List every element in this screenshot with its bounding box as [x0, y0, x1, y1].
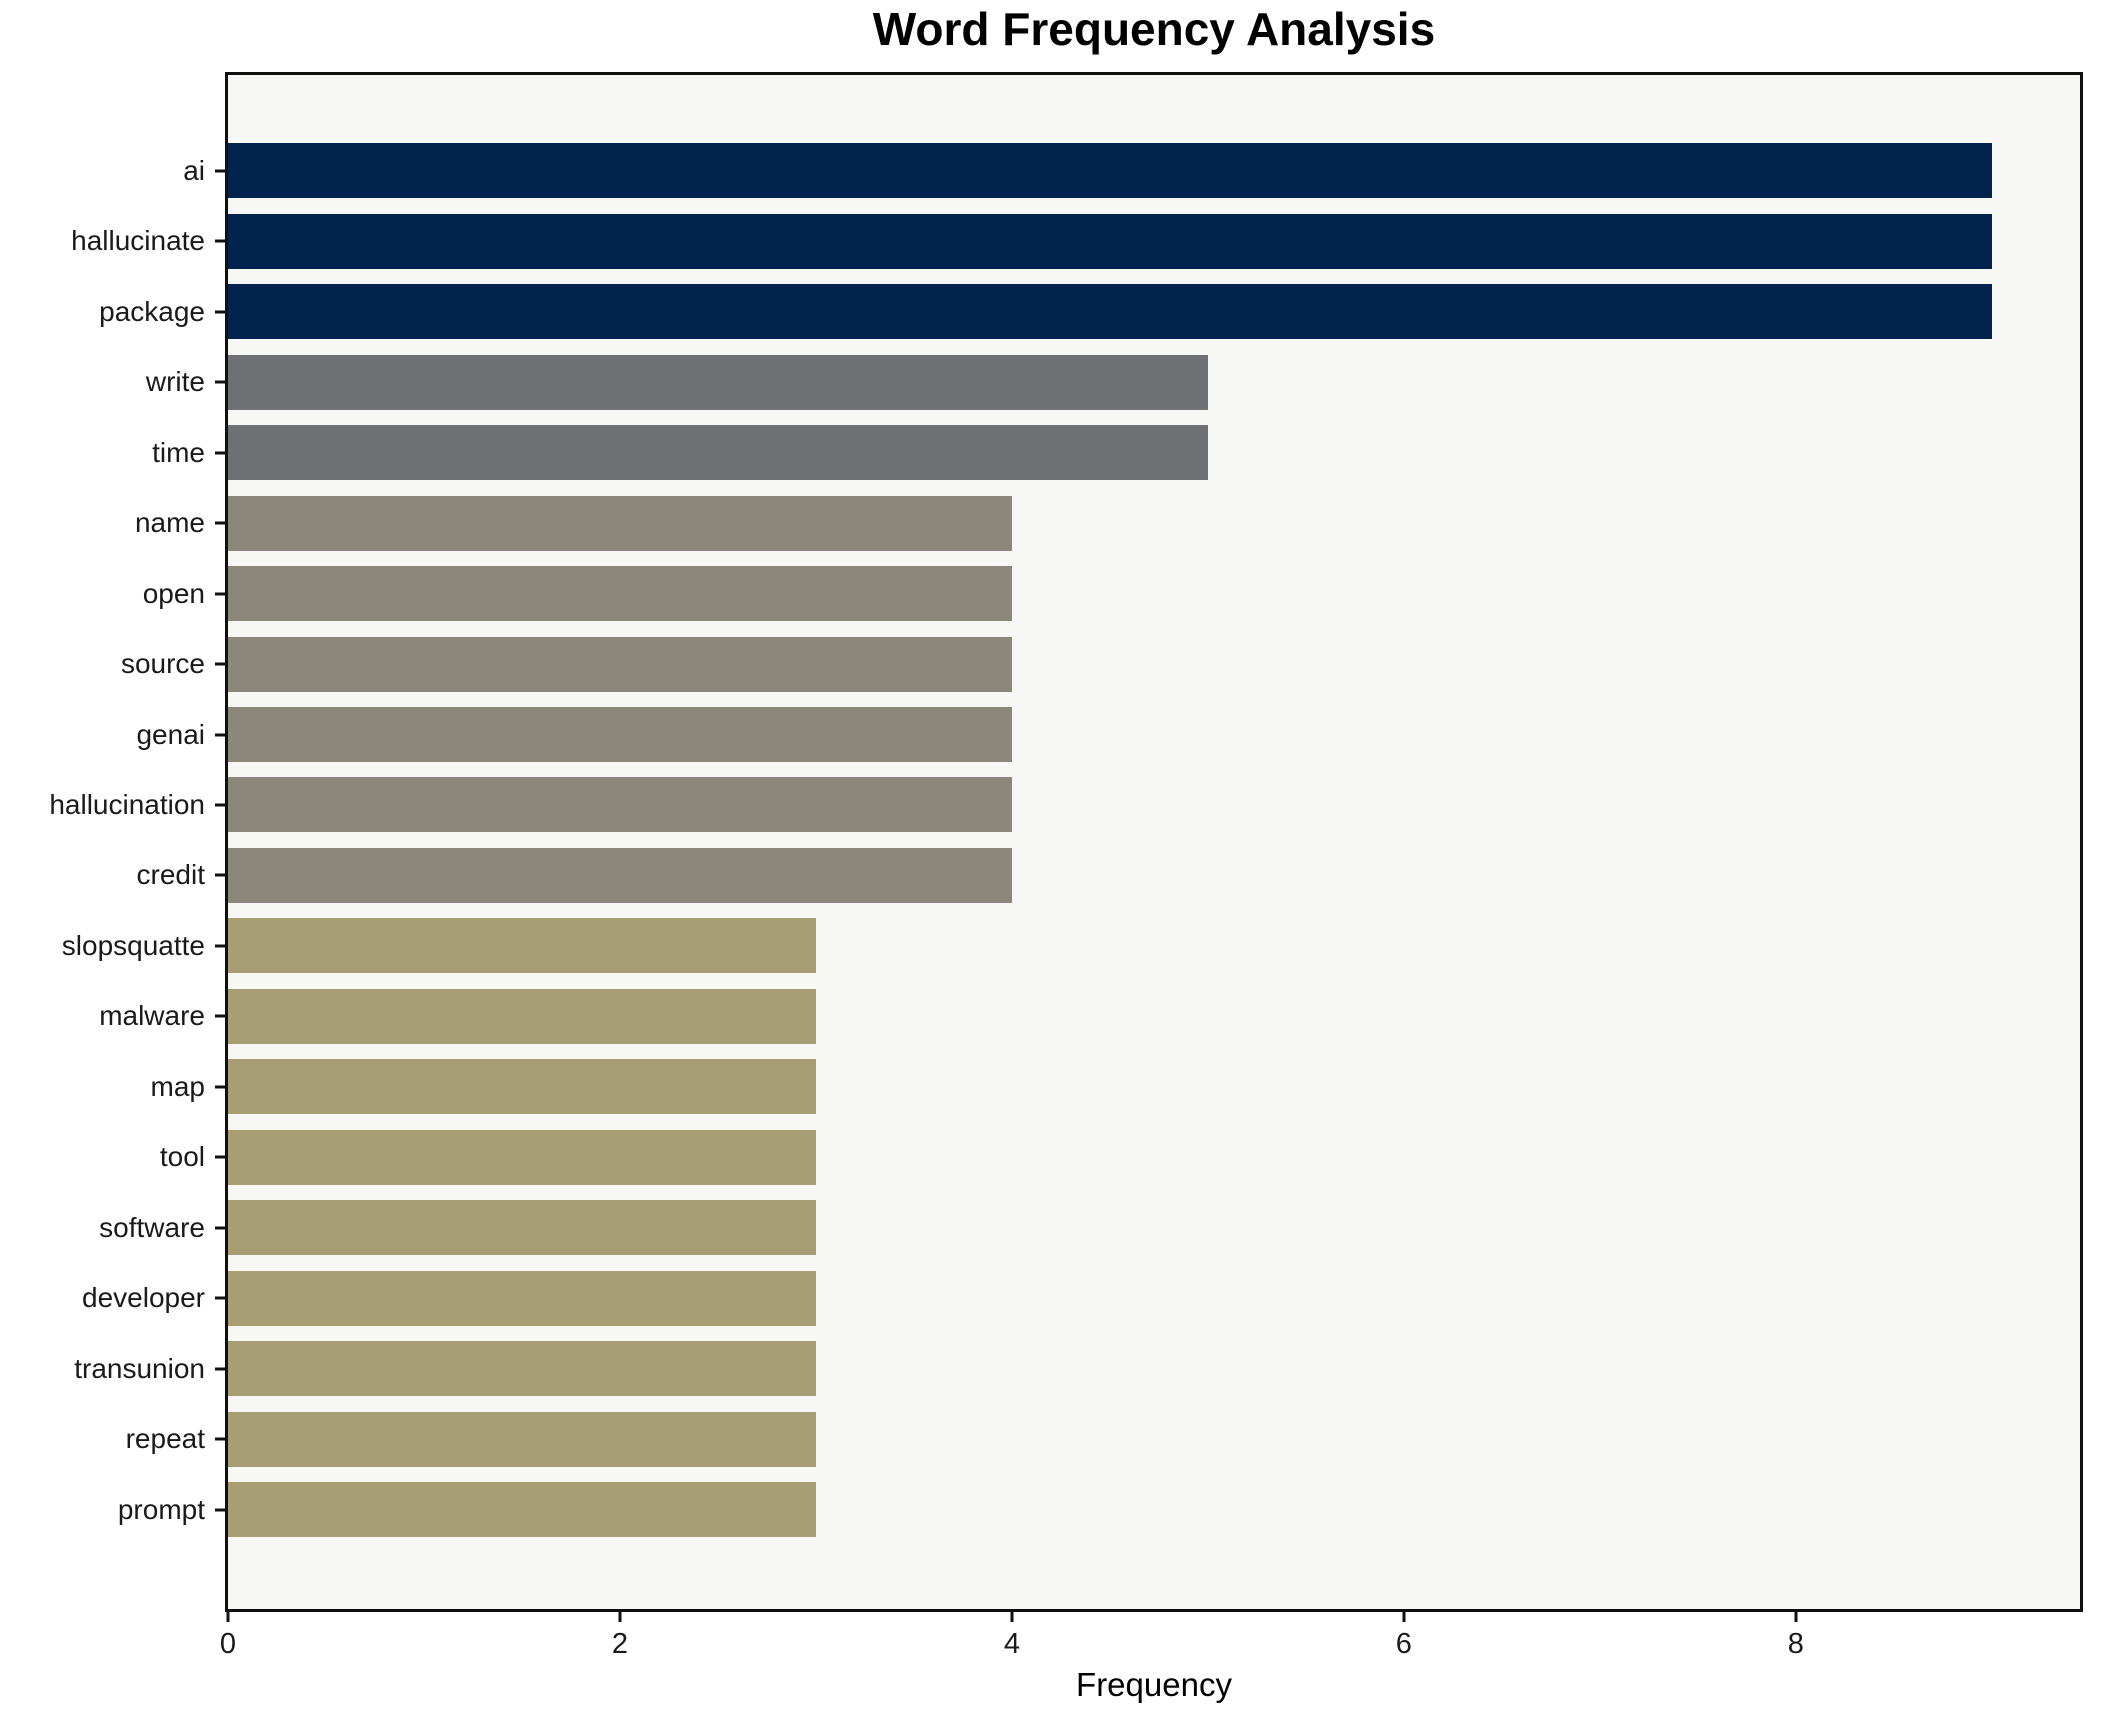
x-tick-mark	[226, 1612, 230, 1622]
y-tick-label-name: name	[134, 507, 205, 539]
bar-developer	[228, 1270, 816, 1326]
bar-time	[228, 425, 1208, 481]
y-tick-mark	[215, 1014, 225, 1018]
x-tick-mark	[1402, 1612, 1406, 1622]
y-tick-label-ai: ai	[183, 154, 205, 186]
x-tick-mark	[618, 1612, 622, 1622]
bar-repeat	[228, 1411, 816, 1467]
x-tick-mark	[1010, 1612, 1014, 1622]
bar-transunion	[228, 1341, 816, 1397]
y-tick-mark	[215, 169, 225, 173]
y-tick-label-prompt: prompt	[117, 1493, 205, 1525]
y-tick-label-software: software	[99, 1211, 205, 1243]
bar-source	[228, 636, 1012, 692]
y-tick-label-hallucinate: hallucinate	[71, 225, 205, 257]
y-tick-label-repeat: repeat	[125, 1423, 205, 1455]
y-tick-label-hallucination: hallucination	[49, 788, 205, 820]
y-tick-mark	[215, 1367, 225, 1371]
bar-open	[228, 566, 1012, 622]
y-tick-mark	[215, 451, 225, 455]
bar-tool	[228, 1129, 816, 1185]
y-tick-label-genai: genai	[136, 718, 205, 750]
bar-ai	[228, 143, 1992, 199]
y-tick-mark	[215, 733, 225, 737]
x-tick-label-4: 4	[1003, 1628, 1020, 1660]
y-tick-mark	[215, 239, 225, 243]
x-tick-label-8: 8	[1787, 1628, 1804, 1660]
y-tick-mark	[215, 1155, 225, 1159]
y-tick-label-slopsquatte: slopsquatte	[61, 929, 205, 961]
bar-name	[228, 495, 1012, 551]
y-tick-label-malware: malware	[99, 1000, 205, 1032]
bar-credit	[228, 847, 1012, 903]
bar-software	[228, 1200, 816, 1256]
bar-genai	[228, 707, 1012, 763]
y-tick-label-source: source	[120, 648, 205, 680]
y-tick-mark	[215, 1296, 225, 1300]
x-tick-label-2: 2	[611, 1628, 629, 1660]
y-tick-mark	[215, 803, 225, 807]
bar-malware	[228, 988, 816, 1044]
y-tick-mark	[215, 1437, 225, 1441]
bar-slopsquatte	[228, 918, 816, 974]
y-tick-label-developer: developer	[82, 1282, 205, 1314]
y-tick-label-package: package	[99, 295, 205, 327]
y-tick-label-credit: credit	[136, 859, 205, 891]
x-tick-mark	[1794, 1612, 1798, 1622]
y-tick-label-open: open	[142, 577, 205, 609]
y-tick-mark	[215, 1508, 225, 1512]
bar-map	[228, 1059, 816, 1115]
y-tick-label-tool: tool	[159, 1141, 205, 1173]
y-tick-label-write: write	[145, 366, 205, 398]
bar-package	[228, 284, 1992, 340]
x-tick-label-6: 6	[1395, 1628, 1412, 1660]
x-axis-title: Frequency	[1076, 1666, 1232, 1703]
y-tick-label-transunion: transunion	[74, 1352, 205, 1384]
y-tick-mark	[215, 310, 225, 314]
x-tick-label-0: 0	[219, 1628, 237, 1660]
y-tick-mark	[215, 1226, 225, 1230]
y-tick-label-map: map	[150, 1070, 205, 1102]
y-tick-mark	[215, 521, 225, 525]
bar-hallucinate	[228, 213, 1992, 269]
y-tick-mark	[215, 662, 225, 666]
bar-write	[228, 354, 1208, 410]
y-tick-mark	[215, 944, 225, 948]
y-tick-mark	[215, 1085, 225, 1089]
chart-title: Word Frequency Analysis	[872, 3, 1436, 55]
y-tick-mark	[215, 873, 225, 877]
y-tick-mark	[215, 592, 225, 596]
bar-hallucination	[228, 777, 1012, 833]
y-tick-mark	[215, 380, 225, 384]
y-tick-label-time: time	[152, 436, 205, 468]
bar-prompt	[228, 1482, 816, 1538]
